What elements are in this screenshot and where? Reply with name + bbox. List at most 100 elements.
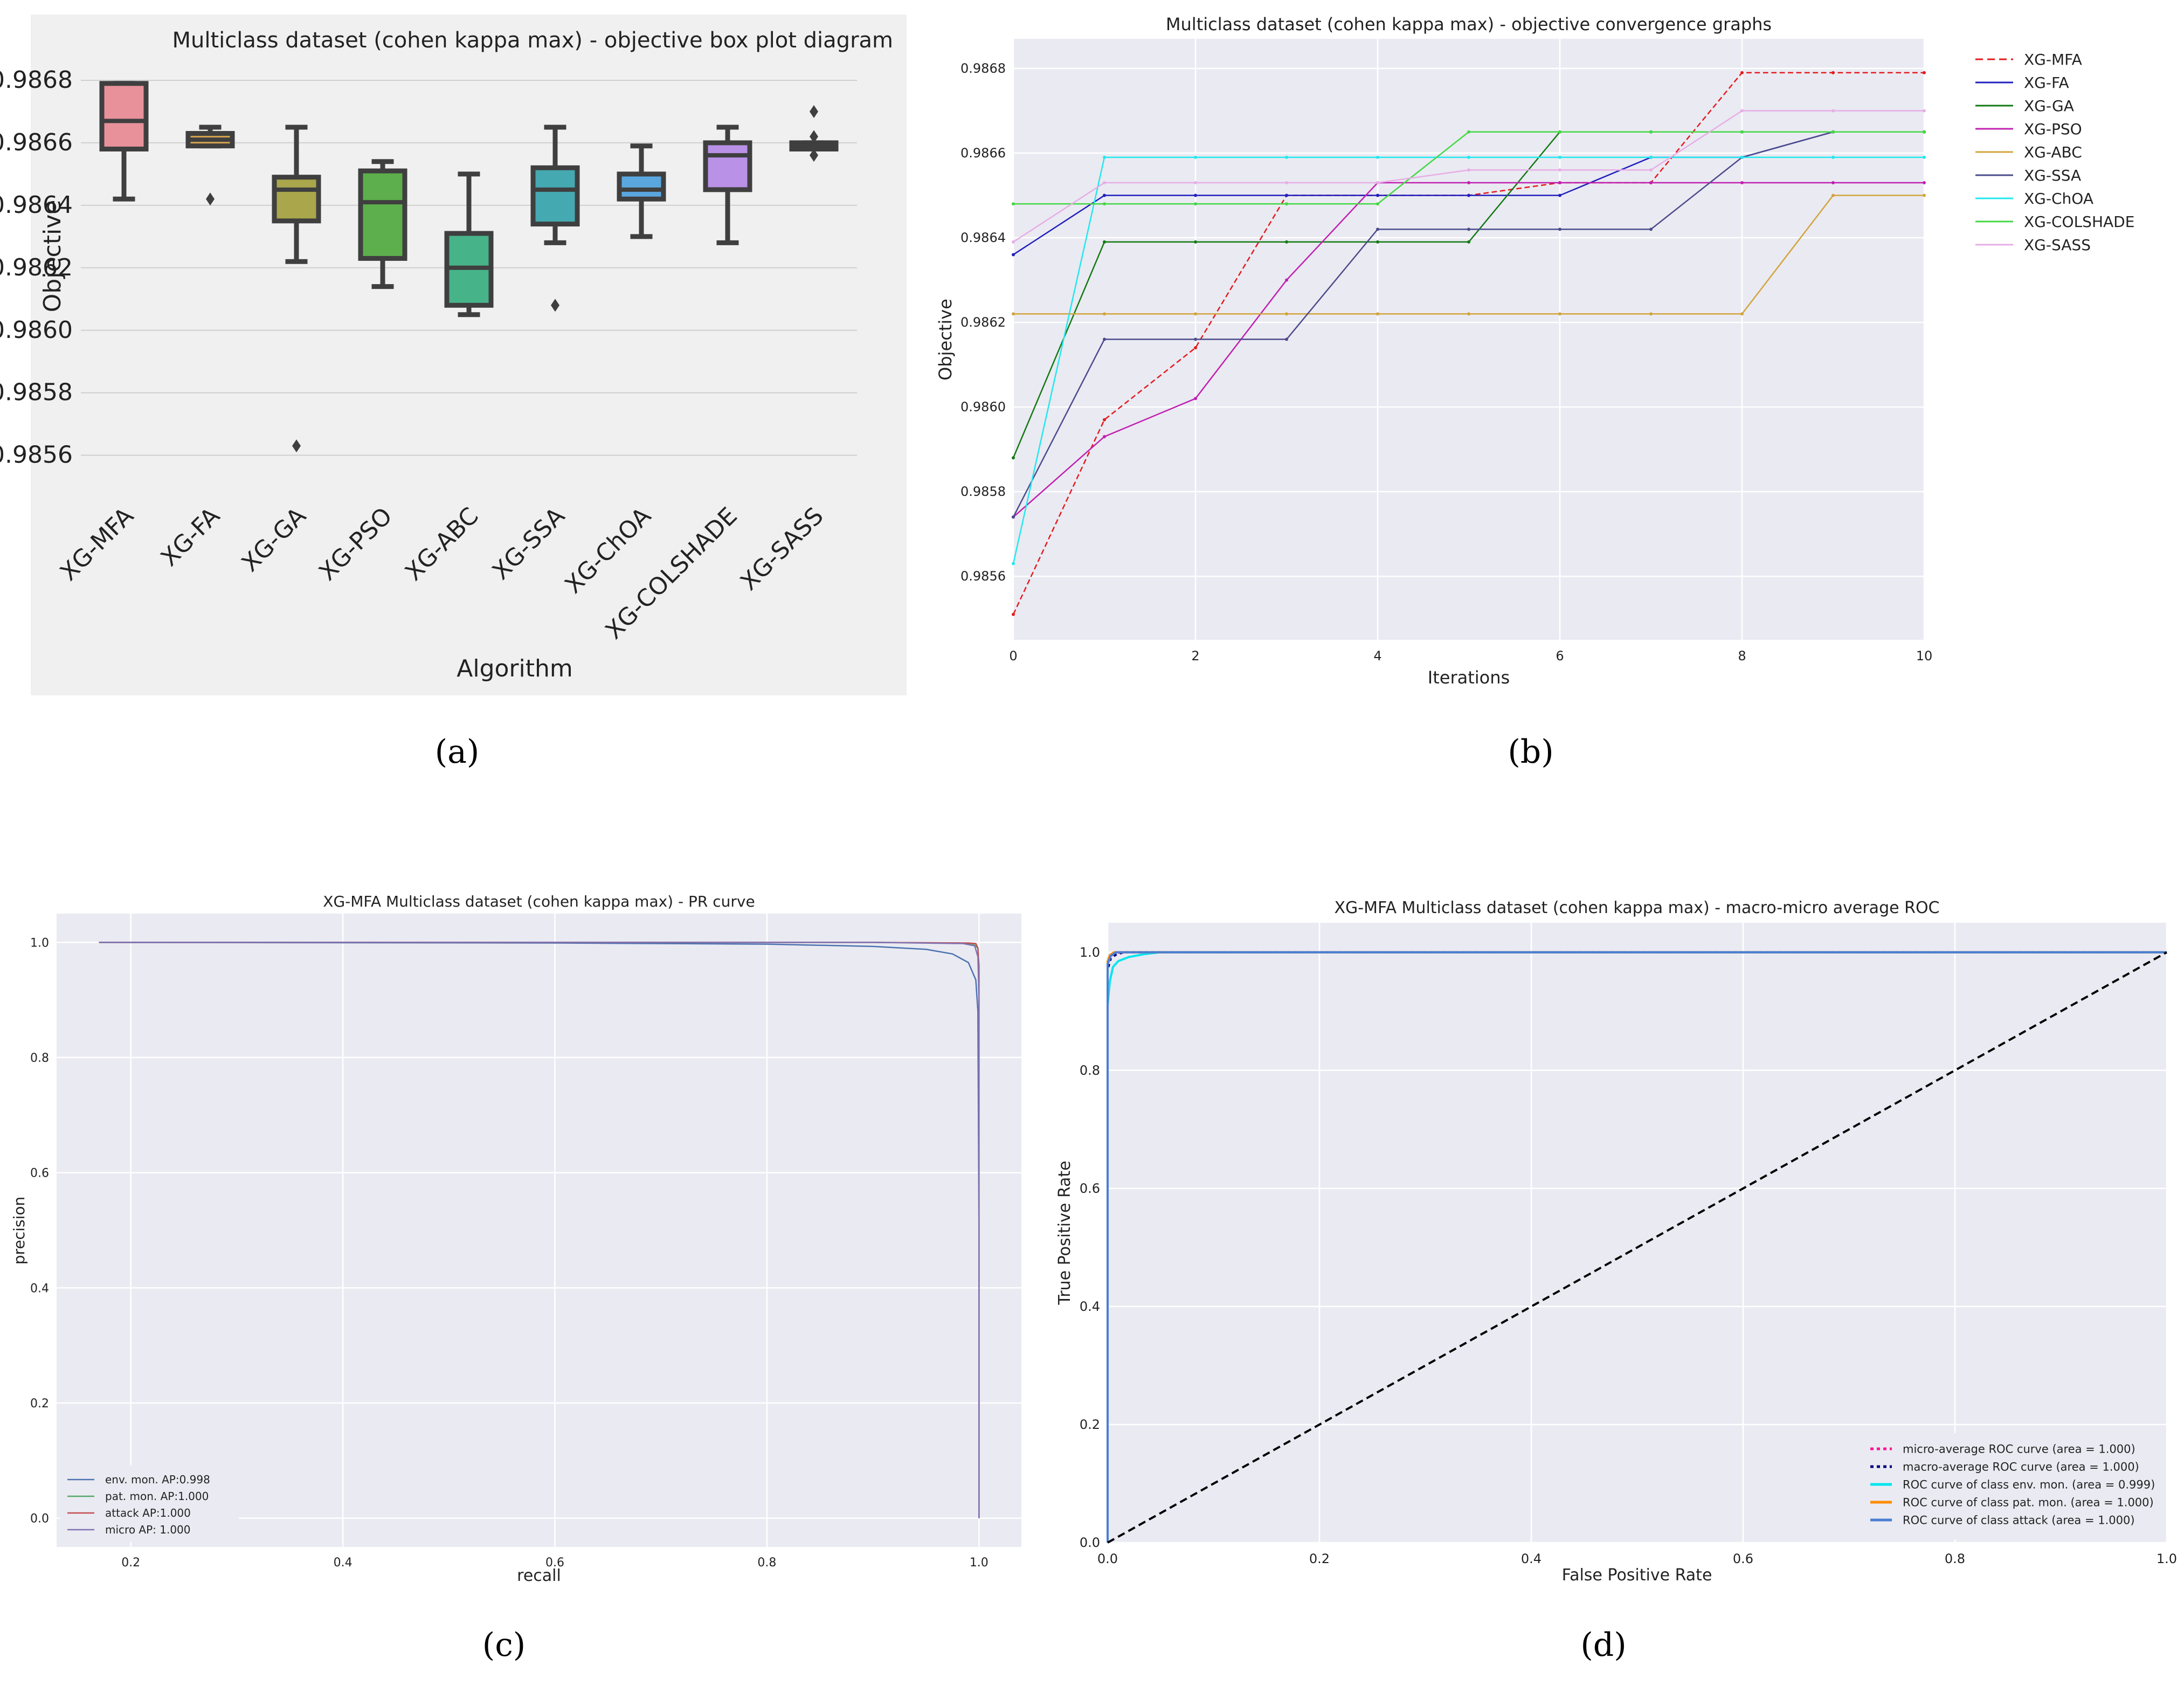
panel-a-caption: (a) <box>435 733 480 771</box>
b-ytick-label: 0.9858 <box>960 484 1006 499</box>
b-point <box>1558 227 1561 231</box>
b-point <box>1649 155 1653 159</box>
d-xtick-label: 0.0 <box>1097 1551 1118 1566</box>
b-point <box>1649 312 1653 316</box>
b-ytick-label: 0.9860 <box>960 399 1006 414</box>
b-legend-label: XG-SASS <box>2024 236 2091 254</box>
b-ytick-label: 0.9862 <box>960 315 1006 330</box>
panel-d-xlabel: False Positive Rate <box>1562 1566 1712 1585</box>
b-point <box>1923 71 1926 74</box>
c-legend-label: micro AP: 1.000 <box>105 1523 191 1536</box>
d-line-5 <box>1107 951 2167 1544</box>
d-xtick-label: 0.6 <box>1733 1551 1753 1566</box>
b-legend-label: XG-PSO <box>2024 120 2082 138</box>
b-point <box>1831 109 1835 113</box>
b-point <box>1558 181 1561 184</box>
b-point <box>1103 240 1106 244</box>
panel-a-ylabel: Objective <box>39 200 66 313</box>
b-ytick-label: 0.9864 <box>960 230 1006 245</box>
d-xtick-label: 1.0 <box>2157 1551 2177 1566</box>
d-legend-label: macro-average ROC curve (area = 1.000) <box>1903 1460 2139 1473</box>
c-legend-label: env. mon. AP:0.998 <box>105 1473 210 1486</box>
d-xtick-label: 0.2 <box>1309 1551 1330 1566</box>
b-point <box>1285 240 1288 244</box>
panel-c-ylabel: precision <box>10 1197 28 1264</box>
b-point <box>1649 227 1653 231</box>
b-point <box>1831 71 1835 74</box>
b-point <box>1103 155 1106 159</box>
panel-a-ytick-label: 0.9868 <box>0 66 73 94</box>
c-legend-label: attack AP:1.000 <box>105 1507 191 1519</box>
b-xtick-label: 8 <box>1738 648 1746 664</box>
b-point <box>1558 155 1561 159</box>
c-xtick-label: 0.4 <box>334 1556 353 1570</box>
panel-c-lines <box>99 942 980 1518</box>
b-point <box>1467 240 1470 244</box>
b-ytick-label: 0.9856 <box>960 569 1006 584</box>
c-ytick-label: 0.0 <box>30 1512 49 1526</box>
c-xtick-label: 0.6 <box>545 1556 564 1570</box>
b-point <box>1831 155 1835 159</box>
b-xtick-label: 2 <box>1191 648 1199 664</box>
b-point <box>1558 130 1561 134</box>
b-point <box>1103 181 1106 184</box>
b-point <box>1285 194 1288 197</box>
box-flier <box>810 105 818 118</box>
c-xtick-label: 0.8 <box>757 1556 776 1570</box>
b-point <box>1012 612 1015 616</box>
b-point <box>1376 181 1379 184</box>
box-flier <box>810 149 818 162</box>
b-point <box>1376 227 1379 231</box>
d-legend-label: ROC curve of class env. mon. (area = 0.9… <box>1903 1478 2155 1491</box>
b-point <box>1467 312 1470 316</box>
b-point <box>1649 181 1653 184</box>
panel-a-ytick-label: 0.9860 <box>0 316 73 344</box>
d-ytick-label: 0.4 <box>1080 1299 1100 1314</box>
c-line-3 <box>99 942 980 1518</box>
panel-c-legend: env. mon. AP:0.998 pat. mon. AP:1.000 atta… <box>60 1466 239 1542</box>
b-point <box>1923 130 1926 134</box>
b-point <box>1012 253 1015 257</box>
panel-d-title: XG-MFA Multiclass dataset (cohen kappa m… <box>1334 899 1939 917</box>
b-point <box>1376 155 1379 159</box>
c-ytick-label: 0.4 <box>30 1282 49 1295</box>
d-ytick-label: 1.0 <box>1080 945 1100 960</box>
c-xtick-label: 1.0 <box>970 1556 989 1570</box>
b-ytick-label: 0.9866 <box>960 146 1006 161</box>
c-legend-frame <box>60 1466 239 1542</box>
b-point <box>1558 168 1561 172</box>
b-point <box>1831 181 1835 184</box>
box-xg-colshade <box>703 140 752 192</box>
box-flier <box>292 439 301 453</box>
b-point <box>1194 346 1197 350</box>
b-legend-label: XG-COLSHADE <box>2024 213 2134 231</box>
b-point <box>1923 155 1926 159</box>
b-point <box>1194 397 1197 400</box>
c-ytick-label: 0.2 <box>30 1397 49 1411</box>
d-ytick-label: 0.8 <box>1080 1063 1100 1078</box>
panel-b-ylabel: Objective <box>935 299 956 381</box>
panel-c-grid <box>57 914 1021 1547</box>
panel-c-y-ticks: 0.0 0.2 0.4 0.6 0.8 1.0 <box>30 936 49 1525</box>
b-point <box>1740 71 1744 74</box>
panel-b-caption: (b) <box>1508 733 1553 771</box>
d-xtick-label: 0.4 <box>1521 1551 1542 1566</box>
panel-a-ytick-label: 0.9864 <box>0 191 73 219</box>
b-point <box>1285 337 1288 341</box>
b-point <box>1376 202 1379 206</box>
d-ytick-label: 0.0 <box>1080 1535 1100 1550</box>
b-point <box>1103 312 1106 316</box>
b-point <box>1740 109 1744 113</box>
b-point <box>1103 194 1106 197</box>
d-line-4 <box>1107 951 2167 1543</box>
box-xg-ga <box>272 175 321 224</box>
b-point <box>1740 312 1744 316</box>
b-point <box>1376 312 1379 316</box>
box-flier <box>551 299 559 312</box>
panel-a-ytick-label: 0.9858 <box>0 379 73 406</box>
b-point <box>1740 181 1744 184</box>
b-point <box>1194 194 1197 197</box>
b-point <box>1103 202 1106 206</box>
panel-d: 0.0 0.2 0.4 0.6 0.8 1.0 0.0 0.2 0.4 0.6 0.8 1.0 mi… <box>1055 899 2177 1585</box>
